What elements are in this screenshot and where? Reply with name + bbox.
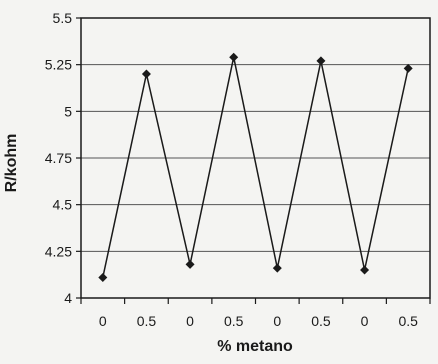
data-point-0 (98, 272, 108, 282)
y-tick-label-2: 4.5 (53, 197, 73, 213)
y-tick-label-3: 4.75 (45, 150, 72, 166)
y-axis-ticks: 4 4.25 4.5 4.75 5 5.25 5.5 (45, 10, 81, 306)
data-point-3 (229, 52, 239, 62)
x-axis-title: % metano (217, 338, 293, 355)
x-tick-label-0: 0 (99, 313, 107, 329)
data-point-1 (141, 69, 151, 79)
x-tick-label-1: 0.5 (137, 313, 157, 329)
x-tick-label-2: 0 (186, 313, 194, 329)
y-tick-label-1: 4.25 (45, 243, 72, 259)
data-point-5 (316, 56, 326, 66)
y-tick-label-0: 4 (64, 290, 72, 306)
data-point-6 (360, 265, 370, 275)
series-line-0 (102, 57, 409, 278)
x-tick-label-7: 0.5 (398, 313, 418, 329)
x-tick-label-3: 0.5 (224, 313, 244, 329)
series-layer (98, 52, 413, 282)
y-tick-label-4: 5 (64, 103, 72, 119)
y-tick-label-6: 5.5 (53, 10, 73, 26)
data-point-7 (403, 63, 413, 73)
x-tick-label-5: 0.5 (311, 313, 331, 329)
y-axis-title: R/kohm (3, 134, 20, 193)
x-axis-ticks: 0 0.5 0 0.5 0 0.5 0 0.5 (80, 298, 431, 329)
gridlines (81, 64, 430, 252)
x-tick-label-4: 0 (273, 313, 281, 329)
y-tick-label-5: 5.25 (45, 57, 72, 73)
data-point-2 (185, 259, 195, 269)
x-tick-label-6: 0 (361, 313, 369, 329)
data-point-4 (272, 263, 282, 273)
